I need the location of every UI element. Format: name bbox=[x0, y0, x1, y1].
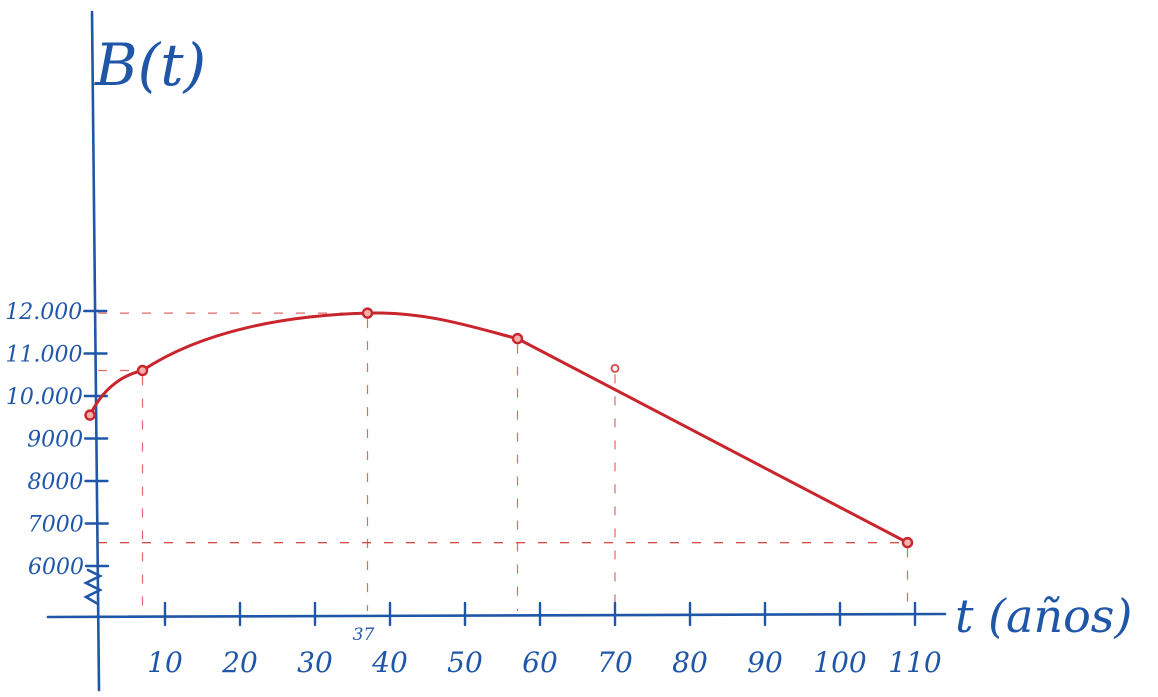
y-tick-label-9000: 9000 bbox=[27, 428, 83, 453]
series-line bbox=[88, 311, 909, 545]
x-tick-label-20: 20 bbox=[221, 646, 258, 679]
x-tick-label-40: 40 bbox=[371, 646, 408, 679]
y-tick-label-6000: 6000 bbox=[28, 555, 84, 580]
x-tick-label-70: 70 bbox=[597, 646, 633, 679]
y-tick-label-8000: 8000 bbox=[27, 470, 83, 495]
x-tick-label-90: 90 bbox=[747, 646, 783, 679]
data-point-4 bbox=[901, 536, 914, 549]
data-point-0 bbox=[84, 409, 96, 421]
x-tick-label-30: 30 bbox=[297, 646, 333, 679]
x-tick-label-110: 110 bbox=[888, 646, 941, 679]
data-point-2 bbox=[361, 307, 374, 319]
y-tick-label-7000: 7000 bbox=[28, 513, 84, 538]
y-axis-title: B(t) bbox=[94, 31, 206, 99]
x-tick-label-50: 50 bbox=[447, 646, 483, 679]
data-point-1 bbox=[136, 364, 149, 377]
x-tick-label-60: 60 bbox=[522, 646, 558, 679]
x-axis-title: t (años) bbox=[955, 589, 1132, 643]
x-tick-label-10: 10 bbox=[147, 646, 183, 679]
x-tick-label-100: 100 bbox=[813, 646, 866, 679]
y-axis-ticks: 12.000 11.000 10.000 9000 8000 7000 6000 bbox=[5, 300, 110, 580]
axis-break-zigzag bbox=[83, 568, 103, 606]
y-tick-label-12.000: 12.000 bbox=[5, 300, 82, 325]
y-tick-label-11.000: 11.000 bbox=[6, 343, 83, 368]
x-tick-label-80: 80 bbox=[672, 646, 708, 679]
dashed-guide-lines bbox=[98, 312, 909, 611]
data-point-extra bbox=[610, 363, 620, 373]
data-points bbox=[84, 307, 914, 549]
data-point-3 bbox=[511, 332, 524, 345]
y-tick-label-10.000: 10.000 bbox=[6, 385, 83, 410]
x-tick-label-37: 37 bbox=[353, 625, 375, 645]
x-axis bbox=[46, 612, 947, 619]
